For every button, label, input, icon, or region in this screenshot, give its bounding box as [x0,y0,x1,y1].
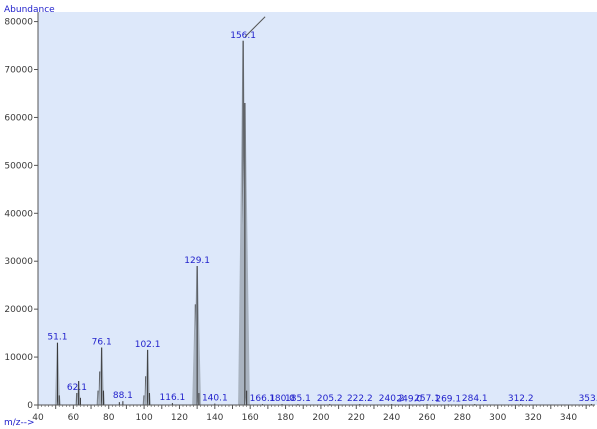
peak-label-0: 51.1 [47,333,67,343]
y-tick-label-1: 10000 [4,353,33,363]
x-axis-title: m/z--> [4,418,35,428]
x-tick-label-8: 120 [171,413,188,423]
plot-background [38,12,597,405]
axes-layer: 0 10000 20000 30000 40000 50000 60000 70000 8000… [4,12,595,423]
peak-label-7: 76.1 [92,337,112,347]
peak-label-35: 312.2 [508,394,534,404]
peak-label-30: 240.2 [379,394,405,404]
y-tick-label-0: 0 [27,401,33,411]
y-tick-label-7: 70000 [4,66,33,76]
peak-label-25: 166.1 [250,394,276,404]
peak-label-33: 269.1 [435,394,461,404]
x-tick-label-24: 280 [454,413,471,423]
x-tick-label-18: 220 [348,413,365,423]
x-tick-label-28: 320 [525,413,542,423]
base-peak-marker [244,16,266,38]
peak-label-18: 129.1 [184,256,210,266]
x-tick-label-30: 340 [560,413,577,423]
peak-label-27: 185.1 [285,394,311,404]
peak-label-15: 116.1 [160,393,186,403]
peak-label-29: 222.2 [347,394,373,404]
peak-label-13: 102.1 [135,340,161,350]
y-tick-label-3: 30000 [4,257,33,267]
peak-label-22: 156.1 [230,31,256,41]
peak-label-28: 205.2 [317,394,343,404]
y-tick-label-6: 60000 [4,113,33,123]
peaks-layer [54,40,592,405]
y-tick-label-8: 80000 [4,18,33,28]
peak-label-32: 257.1 [414,394,440,404]
x-tick-label-26: 300 [489,413,506,423]
peak-label-10: 88.1 [113,391,133,401]
x-tick-label-20: 240 [383,413,400,423]
peak-label-34: 284.1 [462,394,488,404]
labels-layer: 51.1 62.1 76.1 88.1 102.1 116.1 129.1 140.1 156.… [47,16,597,404]
x-tick-label-12: 160 [242,413,259,423]
peak-label-31: 249.0 [396,394,422,404]
x-tick-label-14: 180 [277,413,294,423]
x-tick-label-10: 140 [206,413,223,423]
x-tick-label-6: 100 [136,413,153,423]
y-tick-label-5: 50000 [4,161,33,171]
y-axis-title: Abundance [4,5,55,15]
x-tick-label-0: 40 [32,413,44,423]
x-tick-label-4: 80 [103,413,115,423]
x-tick-label-2: 60 [68,413,80,423]
peak-label-20: 140.1 [202,394,228,404]
peak-label-36: 353.3 [579,394,597,404]
x-tick-label-16: 200 [312,413,329,423]
peak-label-26: 180.0 [269,394,295,404]
y-tick-label-2: 20000 [4,305,33,315]
y-tick-label-4: 40000 [4,209,33,219]
peak-label-2: 62.1 [67,383,87,393]
x-tick-label-22: 260 [418,413,435,423]
